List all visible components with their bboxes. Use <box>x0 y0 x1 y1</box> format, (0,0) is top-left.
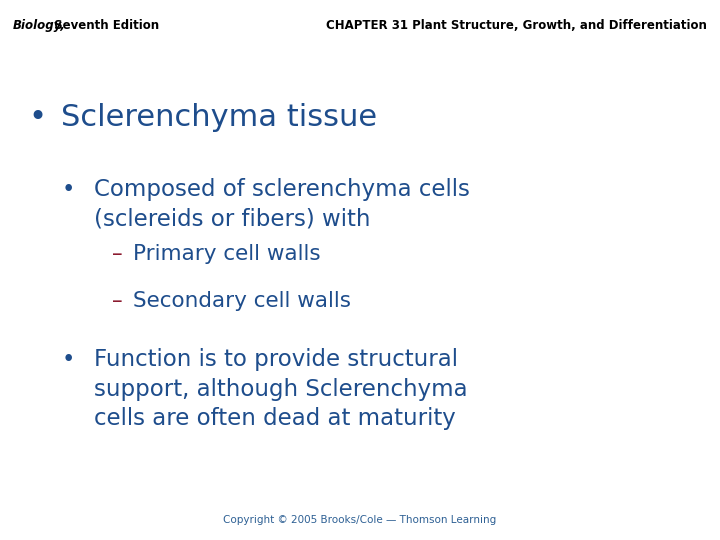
Text: –: – <box>112 291 122 310</box>
Text: Function is to provide structural
support, although Sclerenchyma
cells are often: Function is to provide structural suppor… <box>94 348 467 430</box>
Text: Primary cell walls: Primary cell walls <box>133 244 321 264</box>
Text: Secondary cell walls: Secondary cell walls <box>133 291 351 310</box>
Text: Sclerenchyma tissue: Sclerenchyma tissue <box>61 103 377 132</box>
Text: CHAPTER 31 Plant Structure, Growth, and Differentiation: CHAPTER 31 Plant Structure, Growth, and … <box>326 19 707 32</box>
Text: Seventh Edition: Seventh Edition <box>50 19 160 32</box>
Text: •: • <box>29 103 47 132</box>
Text: Copyright © 2005 Brooks/Cole — Thomson Learning: Copyright © 2005 Brooks/Cole — Thomson L… <box>223 515 497 525</box>
Text: Biology,: Biology, <box>13 19 66 32</box>
Text: •: • <box>61 178 75 201</box>
Text: •: • <box>61 348 75 372</box>
Text: –: – <box>112 244 122 264</box>
Text: Composed of sclerenchyma cells
(sclereids or fibers) with: Composed of sclerenchyma cells (sclereid… <box>94 178 469 231</box>
